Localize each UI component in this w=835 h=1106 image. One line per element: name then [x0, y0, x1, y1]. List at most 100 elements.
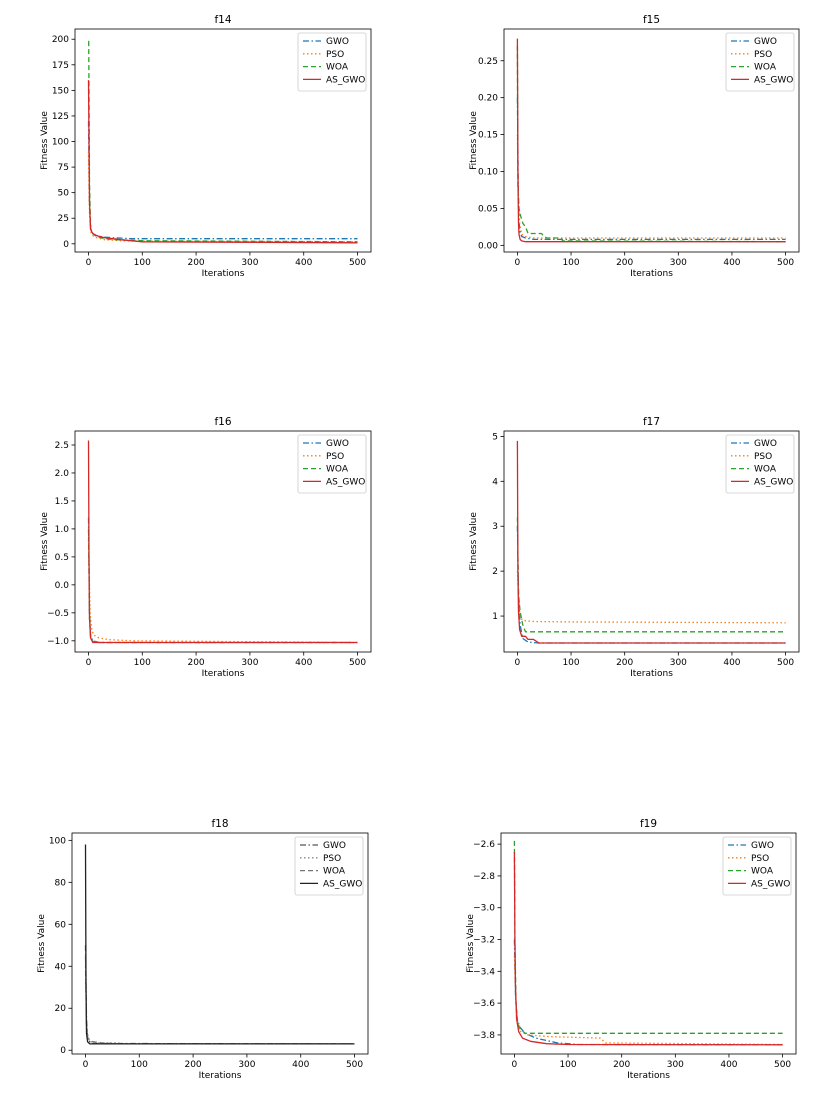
- y-tick-label: 0.05: [478, 204, 498, 214]
- legend-box: [294, 836, 364, 896]
- chart-1: f15 0 100 200 300 400 500 0.00 0.05 0.10 0.15 0.20 0…: [469, 14, 800, 279]
- series-line-as-gwo: [513, 852, 783, 1046]
- series-line-gwo: [516, 526, 786, 644]
- y-axis-label: Fitness Value: [40, 512, 50, 571]
- series-line-gwo: [84, 945, 355, 1045]
- series-line-gwo: [87, 517, 358, 644]
- series-line-pso: [87, 151, 358, 243]
- y-tick-label: 150: [52, 86, 69, 96]
- x-tick-label: 200: [616, 658, 633, 668]
- y-tick-label: 3: [492, 522, 498, 532]
- plot-frame: [500, 832, 797, 1055]
- legend: GWO PSO WOA AS_GWO: [725, 434, 795, 494]
- x-tick-label: 400: [723, 258, 740, 268]
- plot-frame: [503, 28, 800, 253]
- y-axis-label: Fitness Value: [37, 914, 47, 973]
- x-tick-label: 300: [241, 658, 258, 668]
- legend-label: PSO: [754, 452, 772, 462]
- x-tick-label: 400: [295, 658, 312, 668]
- legend-label: PSO: [751, 854, 769, 864]
- legend-label: PSO: [323, 854, 341, 864]
- plot-area: [84, 844, 355, 1045]
- legend-label: WOA: [323, 867, 346, 877]
- x-tick-label: 200: [616, 258, 633, 268]
- x-axis-label: Iterations: [630, 669, 673, 679]
- plot-area: [87, 440, 358, 644]
- y-tick-label: 20: [55, 1004, 67, 1014]
- y-tick-label: −3.4: [473, 967, 495, 977]
- y-tick-label: 5: [492, 432, 498, 442]
- x-tick-label: 300: [670, 258, 687, 268]
- y-tick-label: 60: [55, 920, 67, 930]
- legend-label: AS_GWO: [326, 75, 365, 85]
- legend-box: [297, 434, 367, 494]
- x-tick-label: 300: [241, 258, 258, 268]
- legend-label: GWO: [326, 37, 349, 47]
- legend-box: [722, 836, 792, 896]
- y-tick-label: 0: [63, 240, 69, 250]
- legend-label: AS_GWO: [323, 879, 362, 889]
- chart-title: f16: [214, 416, 231, 428]
- x-axis-label: Iterations: [202, 669, 245, 679]
- x-tick-label: 200: [187, 658, 204, 668]
- y-tick-label: −3.6: [473, 999, 495, 1009]
- y-tick-label: 0.10: [478, 168, 498, 178]
- series-line-as-gwo: [516, 38, 786, 243]
- y-axis-label: Fitness Value: [469, 111, 479, 170]
- chart-title: f18: [211, 818, 228, 830]
- legend-box: [725, 434, 795, 494]
- x-tick-label: 200: [613, 1060, 630, 1070]
- y-tick-label: 100: [52, 138, 69, 148]
- y-tick-label: 0.0: [55, 581, 70, 591]
- x-tick-label: 0: [86, 258, 92, 268]
- x-tick-label: 500: [777, 658, 794, 668]
- y-tick-label: 40: [55, 962, 67, 972]
- x-tick-label: 500: [349, 258, 366, 268]
- y-tick-label: −2.8: [473, 872, 495, 882]
- y-tick-label: 0.5: [55, 553, 69, 563]
- y-tick-label: 1: [492, 612, 498, 622]
- series-line-pso: [516, 571, 786, 624]
- legend-label: WOA: [754, 63, 777, 73]
- y-tick-label: 50: [58, 189, 70, 199]
- series-line-pso: [516, 134, 786, 239]
- y-tick-label: 125: [52, 112, 69, 122]
- y-tick-label: −3.0: [473, 904, 495, 914]
- legend-box: [725, 32, 795, 92]
- y-tick-label: 1.5: [55, 497, 69, 507]
- y-tick-label: 100: [49, 836, 66, 846]
- legend: GWO PSO WOA AS_GWO: [297, 434, 367, 494]
- legend: GWO PSO WOA AS_GWO: [725, 32, 795, 92]
- x-tick-label: 300: [670, 658, 687, 668]
- y-tick-label: −3.8: [473, 1031, 495, 1041]
- plot-area: [513, 840, 783, 1046]
- series-line-woa: [84, 955, 355, 1045]
- legend-label: GWO: [754, 439, 777, 449]
- legend-label: AS_GWO: [326, 477, 365, 487]
- legend-label: WOA: [754, 465, 777, 475]
- series-line-as-gwo: [516, 440, 786, 644]
- x-tick-label: 100: [131, 1060, 148, 1070]
- series-line-pso: [84, 966, 355, 1045]
- chart-title: f15: [643, 14, 660, 26]
- x-tick-label: 100: [559, 1060, 576, 1070]
- plot-frame: [74, 430, 372, 653]
- legend-label: WOA: [751, 867, 774, 877]
- legend-label: AS_GWO: [754, 75, 793, 85]
- chart-0: f14 0 100 200 300 400 500 0 25 50 75 100 125 150 175 20…: [40, 14, 372, 279]
- y-tick-label: 1.0: [55, 525, 70, 535]
- legend-box: [297, 32, 367, 92]
- y-tick-label: 0.00: [478, 241, 498, 251]
- legend-label: GWO: [326, 439, 349, 449]
- series-line-gwo: [516, 97, 786, 241]
- legend: GWO PSO WOA AS_GWO: [722, 836, 792, 896]
- x-tick-label: 200: [187, 258, 204, 268]
- chart-title: f19: [640, 818, 657, 830]
- x-tick-label: 500: [774, 1060, 791, 1070]
- y-tick-label: −2.6: [473, 840, 495, 850]
- x-tick-label: 100: [562, 258, 579, 268]
- legend: GWO PSO WOA AS_GWO: [297, 32, 367, 92]
- series-line-pso: [87, 540, 358, 644]
- series-line-as-gwo: [87, 440, 358, 644]
- legend-label: WOA: [326, 465, 349, 475]
